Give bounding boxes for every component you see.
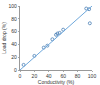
svg-text:20: 20 [11, 54, 17, 60]
svg-text:20: 20 [32, 73, 38, 79]
svg-text:60: 60 [60, 73, 66, 79]
svg-text:80: 80 [75, 73, 81, 79]
svg-text:80: 80 [11, 16, 17, 22]
svg-text:Conductivity (%): Conductivity (%) [38, 79, 75, 85]
svg-text:60: 60 [11, 28, 17, 34]
svg-text:0: 0 [19, 73, 22, 79]
svg-text:40: 40 [11, 41, 17, 47]
svg-text:0: 0 [14, 67, 17, 73]
svg-text:Load drop (%): Load drop (%) [1, 22, 7, 54]
svg-text:100: 100 [9, 3, 18, 9]
svg-text:40: 40 [46, 73, 52, 79]
svg-text:100: 100 [88, 73, 97, 79]
